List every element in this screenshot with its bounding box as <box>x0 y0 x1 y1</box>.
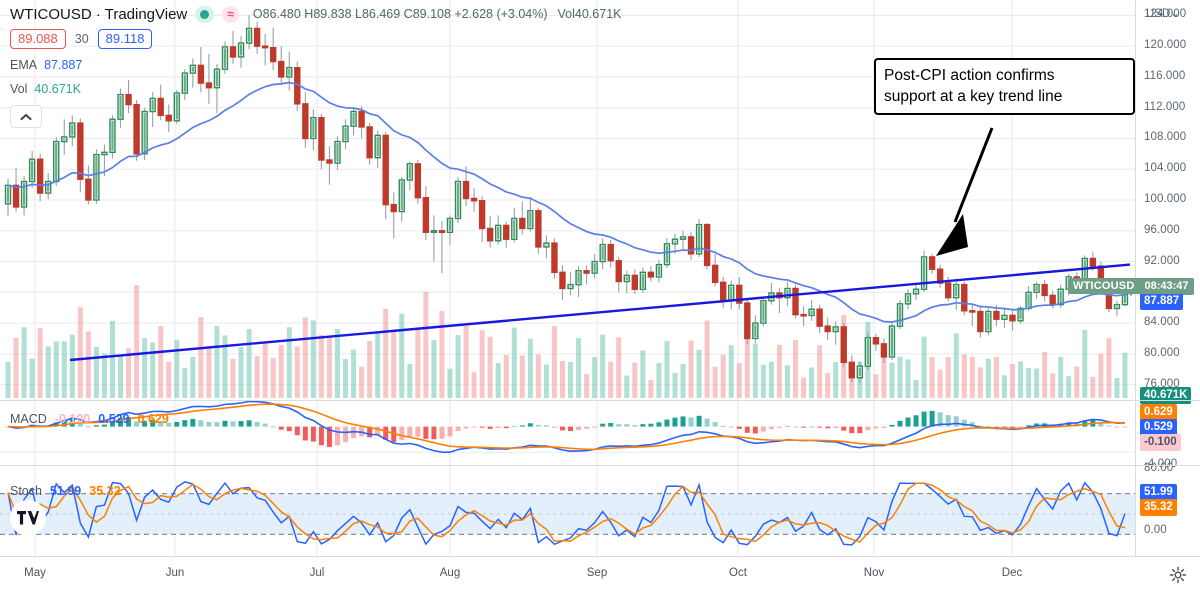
price-axis-tick: 96.000 <box>1144 223 1180 236</box>
chart-canvas <box>0 401 1135 465</box>
ohlc-values: O86.480 H89.838 L86.469 C89.108 +2.628 (… <box>252 7 548 21</box>
stoch-axis-tick: 80.00 <box>1144 462 1174 474</box>
time-axis-tick: Jul <box>309 567 325 579</box>
pane-separator[interactable] <box>0 400 1200 401</box>
price-axis-tick: 84.000 <box>1144 316 1180 329</box>
macd-axis-tick: -4.000 <box>1144 458 1178 470</box>
time-axis-tick: Nov <box>863 567 885 579</box>
annotation-line-1: Post-CPI action confirms <box>884 67 1055 84</box>
macd-signal-value: 0.629 <box>137 412 169 426</box>
macd-legend[interactable]: MACD -0.100 0.529 0.629 <box>10 412 169 426</box>
time-axis-tick: May <box>24 567 46 579</box>
price-pane[interactable] <box>0 0 1135 400</box>
macd-label: MACD <box>10 412 47 426</box>
stoch-k-badge[interactable]: 51.99 <box>1140 484 1177 501</box>
price-axis-tick: 92.000 <box>1144 254 1180 267</box>
price-axis-tick: 104.000 <box>1144 162 1187 175</box>
price-axis-unit[interactable]: USD⌄ <box>1146 8 1180 20</box>
last-price-badge[interactable]: 87.887 <box>1140 293 1184 310</box>
ema-label: EMA <box>10 58 38 72</box>
collapse-legend-button[interactable] <box>10 105 42 128</box>
time-axis-tick: Sep <box>586 567 608 579</box>
volume-legend-row[interactable]: Vol 40.671K <box>10 78 621 100</box>
series-price-label[interactable]: WTICOUSD 08:43:47 <box>1068 278 1194 294</box>
price-axis-tick: 112.000 <box>1144 100 1186 113</box>
annotation-line-2: support at a key trend line <box>884 88 1063 105</box>
series-ticker: WTICOUSD <box>1073 280 1135 292</box>
chevron-down-icon: ⌄ <box>1170 8 1180 20</box>
time-axis-tick: Oct <box>729 567 747 579</box>
ema-value: 87.887 <box>44 58 83 72</box>
price-axis-tick: 108.000 <box>1144 131 1187 144</box>
macd-hist-value: -0.100 <box>54 412 91 426</box>
price-axis-tick: 120.000 <box>1144 39 1187 52</box>
annotation-callout[interactable]: Post-CPI action confirms support at a ke… <box>874 58 1135 115</box>
price-axis-tick: 124.000 <box>1144 8 1187 21</box>
chart-legend: WTICOUSD · TradingView ≈ O86.480 H89.838… <box>10 3 621 128</box>
series-time: 08:43:47 <box>1144 280 1189 292</box>
chart-canvas <box>0 466 1135 556</box>
price-axis-tick: 100.000 <box>1144 193 1187 205</box>
stochastic-pane[interactable] <box>0 466 1135 556</box>
interval-label[interactable]: 30 <box>74 32 89 46</box>
price-axis-tick: 116.000 <box>1144 69 1186 82</box>
market-status-badge[interactable] <box>195 5 215 23</box>
market-open-dot <box>200 9 210 19</box>
tradingview-logo-icon <box>17 511 39 525</box>
chevron-up-icon <box>20 113 32 120</box>
stoch-label: Stoch <box>10 484 42 498</box>
macd-signal-badge[interactable]: 0.629 <box>1140 404 1177 421</box>
chart-canvas <box>0 0 1135 400</box>
stoch-d-value: 35.32 <box>89 484 121 498</box>
macd-pane[interactable] <box>0 401 1135 465</box>
ema-legend-row[interactable]: EMA 87.887 <box>10 54 621 76</box>
legend-title-row: WTICOUSD · TradingView ≈ O86.480 H89.838… <box>10 3 621 25</box>
time-axis-tick: Aug <box>439 567 461 579</box>
pane-separator[interactable] <box>0 465 1200 466</box>
gear-icon[interactable] <box>1169 566 1187 584</box>
symbol-title[interactable]: WTICOUSD · TradingView <box>10 5 188 23</box>
volume-header-value: Vol40.671K <box>557 7 622 21</box>
macd-line-value: 0.529 <box>98 412 130 426</box>
delayed-icon: ≈ <box>227 7 234 21</box>
stoch-axis-tick: 0.00 <box>1144 524 1167 536</box>
tradingview-logo[interactable] <box>10 500 46 536</box>
volume-label: Vol <box>10 82 28 96</box>
volume-value: 40.671K <box>34 82 81 96</box>
price-axis-tick: 76.000 <box>1144 377 1180 390</box>
stoch-d-badge[interactable]: 35.32 <box>1140 499 1177 516</box>
ask-price[interactable]: 89.118 <box>97 29 153 49</box>
macd-line-badge[interactable]: 0.529 <box>1140 419 1177 436</box>
volume-badge[interactable]: 40.671K <box>1140 387 1192 404</box>
data-delayed-badge[interactable]: ≈ <box>222 5 239 23</box>
time-axis[interactable]: May Jun Jul Aug Sep Oct Nov Dec <box>0 556 1200 593</box>
macd-hist-badge[interactable]: -0.100 <box>1140 434 1181 451</box>
quote-row: 89.088 30 89.118 <box>10 28 621 50</box>
price-axis-tick: 80.000 <box>1144 346 1180 359</box>
time-axis-tick: Dec <box>1001 567 1023 579</box>
time-axis-tick: Jun <box>165 567 185 579</box>
stochastic-legend[interactable]: Stoch 51.99 35.32 <box>10 484 121 498</box>
stoch-k-value: 51.99 <box>49 484 82 498</box>
bid-price[interactable]: 89.088 <box>10 29 66 49</box>
